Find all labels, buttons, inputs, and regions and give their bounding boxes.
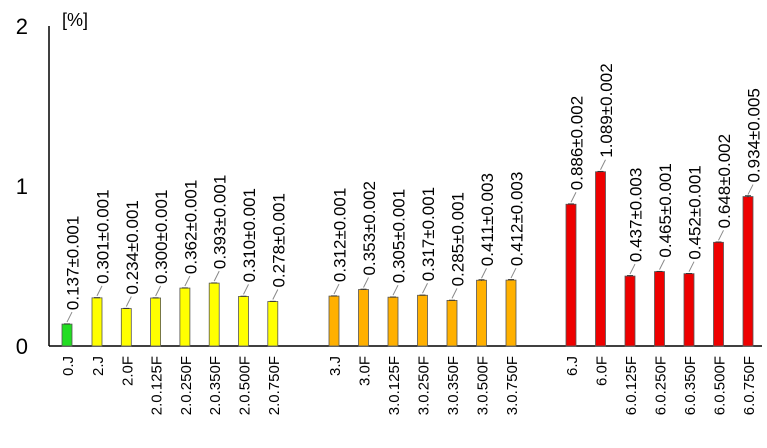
leader-line-2.J (96, 285, 103, 297)
x-tick-label-2.0F: 2.0F (119, 356, 136, 386)
data-label-3.0F: 0.353±0.002 (360, 181, 379, 275)
y-tick-label-1: 1 (16, 174, 28, 199)
leader-line-3.J (333, 283, 340, 295)
x-tick-label-2.0.125F: 2.0.125F (149, 356, 166, 415)
data-label-3.0.250F: 0.317±0.001 (419, 187, 438, 281)
data-label-3.J: 0.312±0.001 (330, 188, 349, 282)
x-tick-label-3.J: 3.J (327, 356, 344, 376)
leader-line-3.0.750F (510, 267, 517, 279)
bar-2.J (91, 297, 103, 347)
bar-3.0.500F (476, 279, 487, 347)
x-tick-label-6.0F: 6.0F (594, 356, 611, 386)
x-tick-label-2.0.500F: 2.0.500F (237, 356, 254, 415)
leader-line-2.0.250F (184, 275, 191, 287)
data-label-6.0.125F: 0.437±0.003 (626, 168, 645, 262)
leader-line-3.0.350F (451, 288, 458, 299)
leader-line-3.0.500F (481, 268, 487, 279)
x-tick-label-6.0.750F: 6.0.750F (741, 356, 758, 415)
bar-6.0F (595, 171, 606, 347)
y-tick-label-0: 0 (16, 334, 28, 359)
bar-2.0F (120, 308, 132, 347)
leader-line-3.0.250F (422, 283, 428, 294)
bar-6.0.350F (683, 273, 695, 347)
bar-3.0.350F (446, 299, 458, 347)
x-tick-label-6.J: 6.J (564, 356, 581, 376)
leader-line-6.0.250F (659, 259, 665, 270)
bar-2.0.750F (267, 301, 279, 347)
data-label-2.0.125F: 0.300±0.001 (152, 190, 171, 284)
leader-line-6.0.500F (718, 230, 724, 241)
leader-line-3.0F (363, 277, 369, 288)
bar-3.0.125F (387, 296, 399, 347)
leader-line-6.J (570, 192, 577, 203)
data-label-3.0.750F: 0.412±0.003 (507, 172, 526, 266)
leader-line-6.0.125F (629, 263, 636, 275)
x-tick-label-0.J: 0.J (60, 356, 77, 376)
bar-3.0F (358, 289, 369, 347)
x-tick-label-3.0.350F: 3.0.350F (445, 356, 462, 415)
x-tick-label-3.0.250F: 3.0.250F (416, 356, 433, 415)
data-label-2.0F: 0.234±0.001 (123, 200, 142, 294)
data-label-2.0.500F: 0.310±0.001 (240, 188, 259, 282)
x-tick-label-3.0.500F: 3.0.500F (475, 356, 492, 415)
x-tick-label-2.0.250F: 2.0.250F (178, 356, 195, 415)
data-label-6.0.350F: 0.452±0.001 (685, 165, 704, 259)
leader-line-2.0.125F (155, 285, 162, 297)
bar-3.0.750F (505, 279, 517, 347)
data-label-6.0F: 1.089±0.002 (597, 63, 616, 157)
data-label-2.J: 0.301±0.001 (93, 189, 112, 283)
x-tick-label-3.0.125F: 3.0.125F (386, 356, 403, 415)
y-axis-unit-label: [%] (62, 10, 88, 30)
bar-6.0.500F (713, 241, 724, 347)
leader-line-2.0F (125, 296, 132, 307)
leader-line-3.0.125F (392, 284, 399, 296)
chart-marks: 0.137±0.001 0.J 0.301±0.001 2.J 0.234±0.001 2… (60, 63, 763, 415)
data-label-6.0.750F: 0.934±0.005 (744, 88, 763, 182)
bar-3.0.250F (417, 294, 428, 347)
bar-2.0.250F (179, 287, 191, 347)
x-tick-label-6.0.125F: 6.0.125F (623, 356, 640, 415)
x-tick-label-6.0.500F: 6.0.500F (712, 356, 729, 415)
data-label-6.0.250F: 0.465±0.001 (656, 163, 675, 257)
data-label-3.0.350F: 0.285±0.001 (448, 192, 467, 286)
y-tick-label-2: 2 (16, 14, 28, 39)
leader-line-6.0.350F (688, 261, 695, 272)
leader-line-6.0.750F (747, 184, 754, 195)
leader-line-2.0.750F (272, 289, 279, 300)
data-label-0.J: 0.137±0.001 (63, 216, 82, 310)
x-tick-label-3.0F: 3.0F (357, 356, 374, 386)
bar-6.0.750F (742, 196, 754, 347)
bar-2.0.125F (150, 297, 162, 347)
bar-2.0.350F (208, 282, 220, 347)
x-tick-label-3.0.750F: 3.0.750F (504, 356, 521, 415)
data-label-6.0.500F: 0.648±0.002 (715, 134, 734, 228)
data-label-3.0.125F: 0.305±0.001 (389, 189, 408, 283)
bar-0.J (61, 323, 73, 347)
data-label-2.0.750F: 0.278±0.001 (269, 193, 288, 287)
leader-line-6.0F (600, 159, 606, 170)
x-tick-label-2.0.750F: 2.0.750F (266, 356, 283, 415)
bar-6.0.250F (654, 271, 665, 347)
x-tick-label-2.0.350F: 2.0.350F (207, 356, 224, 415)
leader-line-2.0.500F (243, 284, 249, 295)
bar-6.0.125F (624, 275, 636, 347)
leader-line-2.0.350F (213, 270, 220, 282)
data-label-6.J: 0.886±0.002 (567, 96, 586, 190)
x-tick-label-2.J: 2.J (90, 356, 107, 376)
data-label-2.0.350F: 0.393±0.001 (211, 175, 230, 269)
x-tick-label-6.0.350F: 6.0.350F (682, 356, 699, 415)
x-tick-label-6.0.250F: 6.0.250F (653, 356, 670, 415)
leader-line-0.J (66, 311, 73, 323)
data-label-2.0.250F: 0.362±0.001 (181, 180, 200, 274)
bar-3.J (328, 295, 340, 347)
data-label-3.0.500F: 0.411±0.003 (478, 173, 497, 266)
bar-6.J (565, 203, 577, 347)
bar-2.0.500F (238, 295, 249, 347)
